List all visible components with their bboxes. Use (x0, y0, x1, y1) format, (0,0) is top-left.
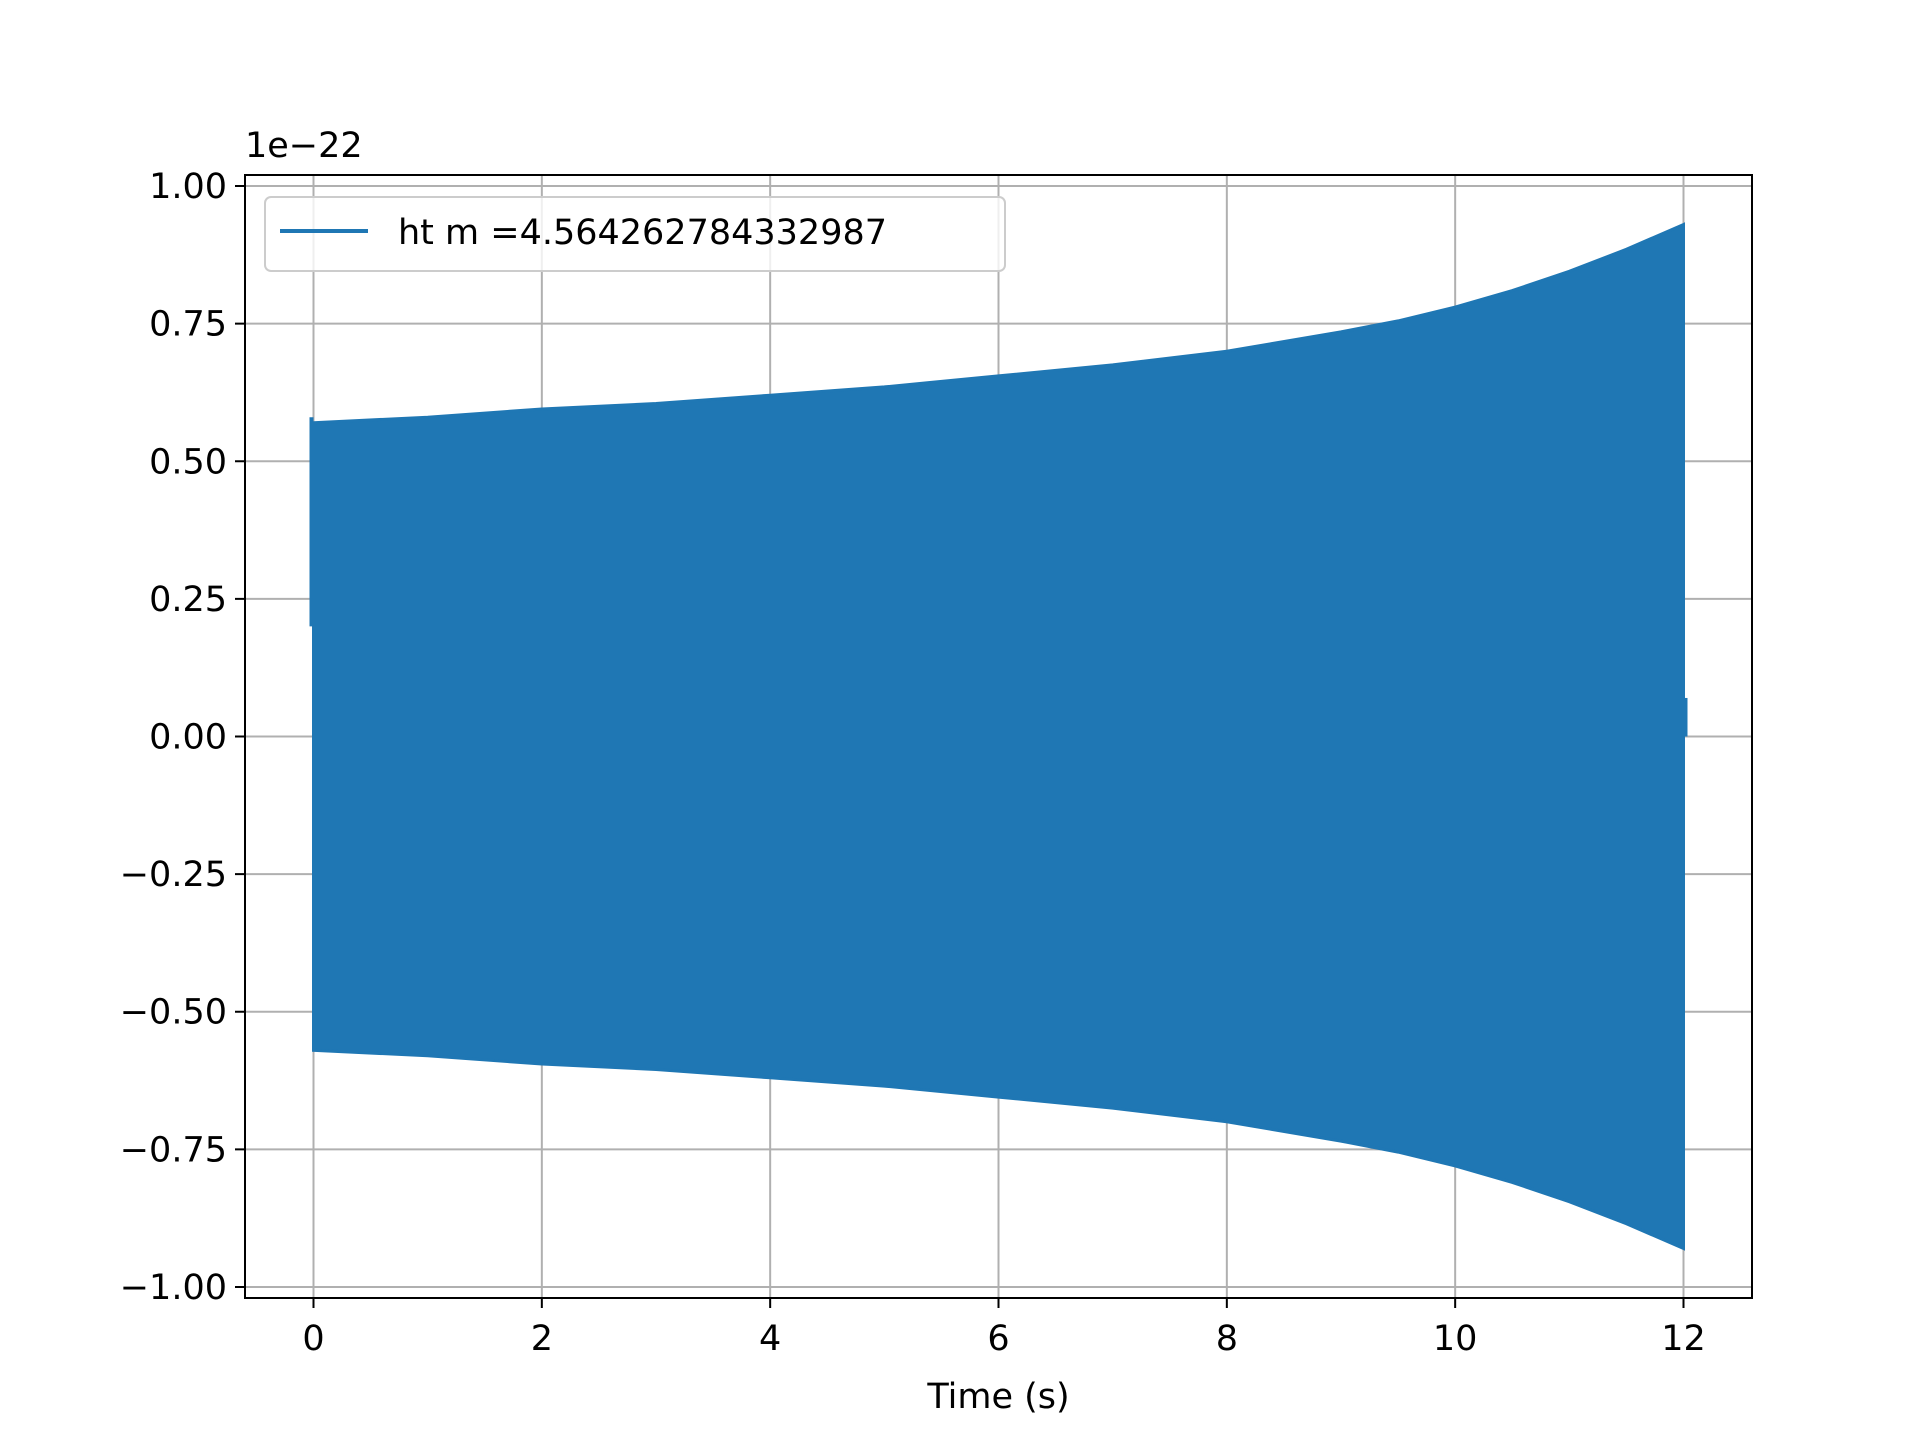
y-tick-label: −1.00 (120, 1268, 227, 1308)
x-tick-label: 0 (302, 1319, 324, 1359)
y-axis-offset-text: 1e−22 (245, 126, 363, 166)
x-axis-label: Time (s) (926, 1377, 1069, 1417)
y-tick-label: 1.00 (149, 167, 227, 207)
x-tick-label: 4 (759, 1319, 781, 1359)
y-tick-label: −0.25 (120, 855, 227, 895)
y-tick-label: 0.75 (149, 305, 227, 345)
x-tick-label: 6 (987, 1319, 1009, 1359)
y-tick-label: 0.00 (149, 718, 227, 758)
y-tick-label: 0.25 (149, 580, 227, 620)
y-tick-label: −0.50 (120, 993, 227, 1033)
x-tick-label: 2 (531, 1319, 553, 1359)
series-waveform (312, 222, 1685, 1251)
y-tick-label: −0.75 (120, 1130, 227, 1170)
ticks: 0 2 4 6 8 10 12 1.00 0.75 0.50 0.25 0.00 −0.25 −0.50 −… (120, 167, 1706, 1359)
x-tick-label: 12 (1661, 1319, 1706, 1359)
x-tick-label: 10 (1433, 1319, 1478, 1359)
series-layer (309, 222, 1688, 1251)
legend-box (264, 196, 1006, 272)
y-tick-label: 0.50 (149, 442, 227, 482)
legend: ht m =4.564262784332987 (264, 196, 1006, 272)
legend-label: ht m =4.564262784332987 (398, 213, 887, 253)
x-tick-label: 8 (1216, 1319, 1238, 1359)
